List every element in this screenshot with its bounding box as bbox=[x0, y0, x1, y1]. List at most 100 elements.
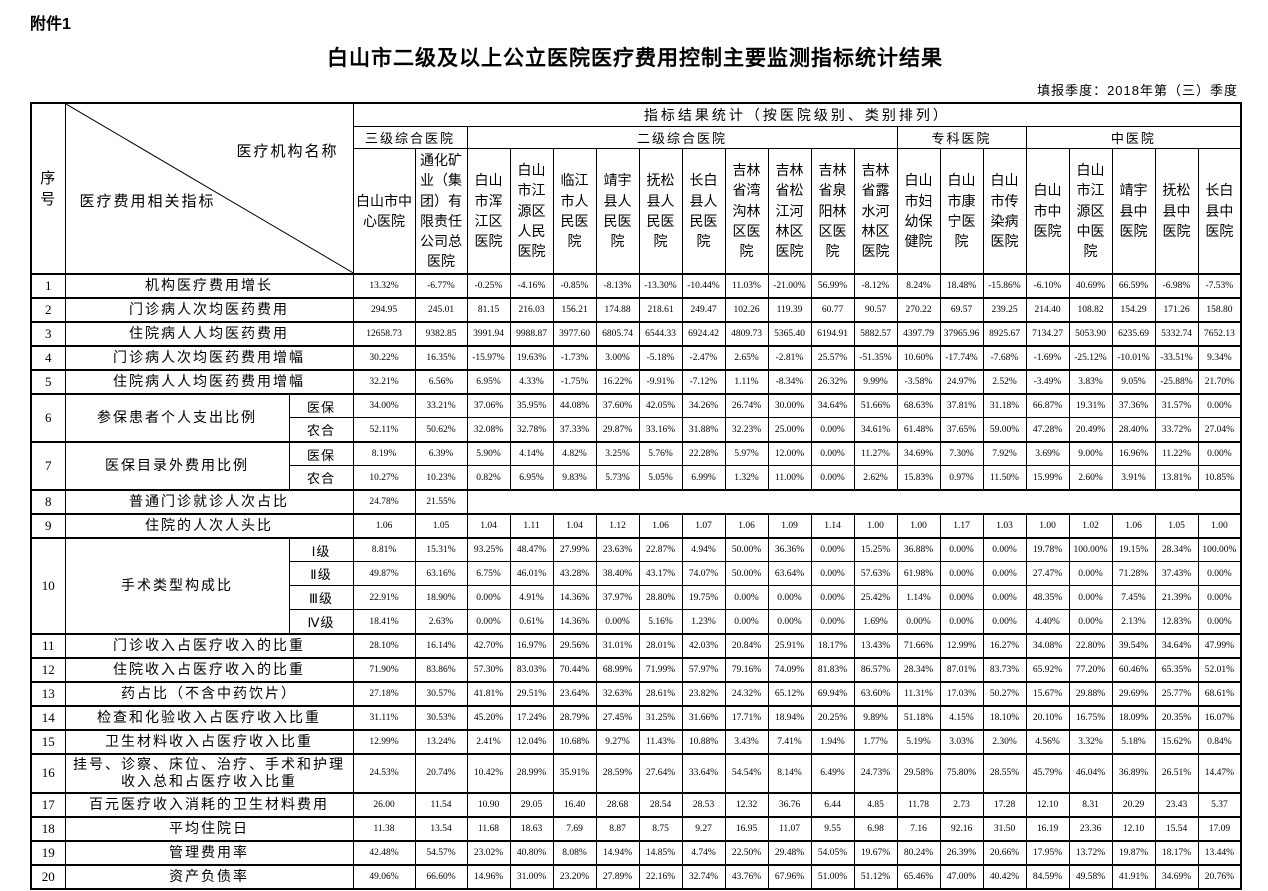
value-cell: -21.00% bbox=[767, 272, 812, 299]
value-cell: 71.66% bbox=[896, 632, 941, 659]
table-row: 17 百元医疗收入消耗的卫生材料费用 26.00 11.54 10.90 29.05 16.… bbox=[30, 791, 1242, 818]
value-cell: 18.17% bbox=[810, 632, 855, 659]
value-cell: 1.69% bbox=[853, 609, 898, 635]
value-cell: 66.87% bbox=[1025, 392, 1070, 419]
value-cell: 11.38 bbox=[352, 815, 416, 842]
indicator-label: 药占比（不含中药饮片） bbox=[64, 680, 354, 707]
hospital-column-header: 通化矿业（集团）有限责任公司总医院 bbox=[414, 147, 468, 275]
value-cell: 3.25% bbox=[595, 440, 640, 467]
row-number: 16 bbox=[30, 752, 66, 794]
table-row: Ⅱ级 49.87% 63.16% 6.75% 46.01% 43.28% 38.40% 43.… bbox=[31, 561, 1242, 587]
value-cell: 8.75 bbox=[638, 815, 683, 842]
value-cell: 28.34% bbox=[1154, 536, 1199, 563]
diagonal-divider bbox=[66, 104, 353, 273]
value-cell: 4.85 bbox=[853, 791, 898, 818]
value-cell: 44.08% bbox=[552, 392, 597, 419]
value-cell: 46.01% bbox=[509, 561, 554, 587]
value-cell: 71.90% bbox=[352, 656, 416, 683]
value-cell: 12.04% bbox=[509, 728, 554, 755]
row-number: 13 bbox=[30, 680, 66, 707]
value-cell: 14.36% bbox=[552, 609, 597, 635]
value-cell: 5.73% bbox=[595, 465, 640, 491]
value-cell: 37.36% bbox=[1111, 392, 1156, 419]
value-cell: 100.00% bbox=[1068, 536, 1113, 563]
hospital-column-header: 白山市江源区中医院 bbox=[1068, 147, 1113, 275]
row-number: 5 bbox=[30, 368, 66, 395]
value-cell: 37.81% bbox=[939, 392, 984, 419]
value-cell: 11.27% bbox=[853, 440, 898, 467]
value-cell: 158.80 bbox=[1197, 296, 1242, 323]
value-cell: -33.51% bbox=[1154, 344, 1199, 371]
value-cell: 6.95% bbox=[509, 465, 554, 491]
value-cell: 17.71% bbox=[724, 704, 769, 731]
value-cell: 5882.57 bbox=[853, 320, 898, 347]
corner-cell: 医疗机构名称 医疗费用相关指标 bbox=[64, 102, 354, 275]
value-cell: 81.15 bbox=[466, 296, 511, 323]
table-row: 19 管理费用率 42.48% 54.57% 23.02% 40.80% 8.08% 14.9… bbox=[30, 839, 1242, 866]
value-cell: 0.00% bbox=[810, 561, 855, 587]
value-cell: 51.18% bbox=[896, 704, 941, 731]
value-cell: 12.10 bbox=[1111, 815, 1156, 842]
value-cell: 5365.40 bbox=[767, 320, 812, 347]
value-cell: -17.74% bbox=[939, 344, 984, 371]
indicator-label: 门诊病人次均医药费用增幅 bbox=[64, 344, 354, 371]
table-row: 7 医保目录外费用比例 医保 8.19% 6.39% 5.90% 4.14% 4.82% 3.2… bbox=[30, 440, 1242, 491]
value-cell: 18.94% bbox=[767, 704, 812, 731]
value-cell: 13.44% bbox=[1197, 839, 1242, 866]
value-cell: 19.15% bbox=[1111, 536, 1156, 563]
value-cell: 5.76% bbox=[638, 440, 683, 467]
value-cell: 13.24% bbox=[414, 728, 468, 755]
value-cell: 4.14% bbox=[509, 440, 554, 467]
indicator-label: 门诊病人次均医药费用 bbox=[64, 296, 354, 323]
value-cell: 0.00% bbox=[767, 585, 812, 611]
value-cell: 57.97% bbox=[681, 656, 726, 683]
value-cell: 16.95 bbox=[724, 815, 769, 842]
value-cell: 79.16% bbox=[724, 656, 769, 683]
table-row: 6 参保患者个人支出比例 医保 34.00% 33.21% 37.06% 35.95% 44.… bbox=[30, 392, 1242, 443]
value-cell: 1.12 bbox=[595, 512, 640, 539]
value-cell: 22.16% bbox=[638, 863, 683, 890]
value-cell: 11.78 bbox=[896, 791, 941, 818]
value-cell: 7.41% bbox=[767, 728, 812, 755]
value-cell: 1.11 bbox=[509, 512, 554, 539]
value-cell: 43.28% bbox=[552, 561, 597, 587]
value-cell: 27.89% bbox=[595, 863, 640, 890]
value-cell: 19.75% bbox=[681, 585, 726, 611]
stats-banner: 指标结果统计（按医院级别、类别排列） bbox=[352, 102, 1242, 127]
value-cell: 13.43% bbox=[853, 632, 898, 659]
row-number: 18 bbox=[30, 815, 66, 842]
value-cell: 6194.91 bbox=[810, 320, 855, 347]
value-cell: 29.58% bbox=[896, 752, 941, 794]
value-cell: 54.54% bbox=[724, 752, 769, 794]
value-cell: 26.00 bbox=[352, 791, 416, 818]
value-cell: 47.00% bbox=[939, 863, 984, 890]
value-cell: 13.81% bbox=[1154, 465, 1199, 491]
value-cell: 38.40% bbox=[595, 561, 640, 587]
value-cell: 18.63 bbox=[509, 815, 554, 842]
value-cell: 37.65% bbox=[939, 417, 984, 443]
hospital-group-header: 中医院 bbox=[1025, 126, 1242, 149]
value-cell: -25.88% bbox=[1154, 368, 1199, 395]
indicator-sublabel: Ⅱ级 bbox=[288, 561, 354, 587]
value-cell: 3.03% bbox=[939, 728, 984, 755]
indicator-label: 挂号、诊察、床位、治疗、手术和护理收入总和占医疗收入比重 bbox=[64, 752, 354, 794]
value-cell: 10.88% bbox=[681, 728, 726, 755]
value-cell: 30.00% bbox=[767, 392, 812, 419]
value-cell: 47.99% bbox=[1197, 632, 1242, 659]
value-cell: 16.27% bbox=[982, 632, 1027, 659]
reporting-quarter-note: 填报季度：2018年第（三）季度 bbox=[1037, 83, 1238, 98]
value-cell: -3.49% bbox=[1025, 368, 1070, 395]
value-cell: 9.05% bbox=[1111, 368, 1156, 395]
value-cell: 40.80% bbox=[509, 839, 554, 866]
indicator-label: 住院收入占医疗收入的比重 bbox=[64, 656, 354, 683]
value-cell: 65.35% bbox=[1154, 656, 1199, 683]
value-cell: 6.95% bbox=[466, 368, 511, 395]
value-cell: 47.28% bbox=[1025, 417, 1070, 443]
value-cell: -2.47% bbox=[681, 344, 726, 371]
table-row: 13 药占比（不含中药饮片） 27.18% 30.57% 41.81% 29.51% 23.… bbox=[30, 680, 1242, 707]
value-cell: -8.34% bbox=[767, 368, 812, 395]
value-cell: 34.69% bbox=[1154, 863, 1199, 890]
value-cell: 32.23% bbox=[724, 417, 769, 443]
indicator-sublabel: 农合 bbox=[288, 465, 354, 491]
value-cell: 52.11% bbox=[352, 417, 416, 443]
